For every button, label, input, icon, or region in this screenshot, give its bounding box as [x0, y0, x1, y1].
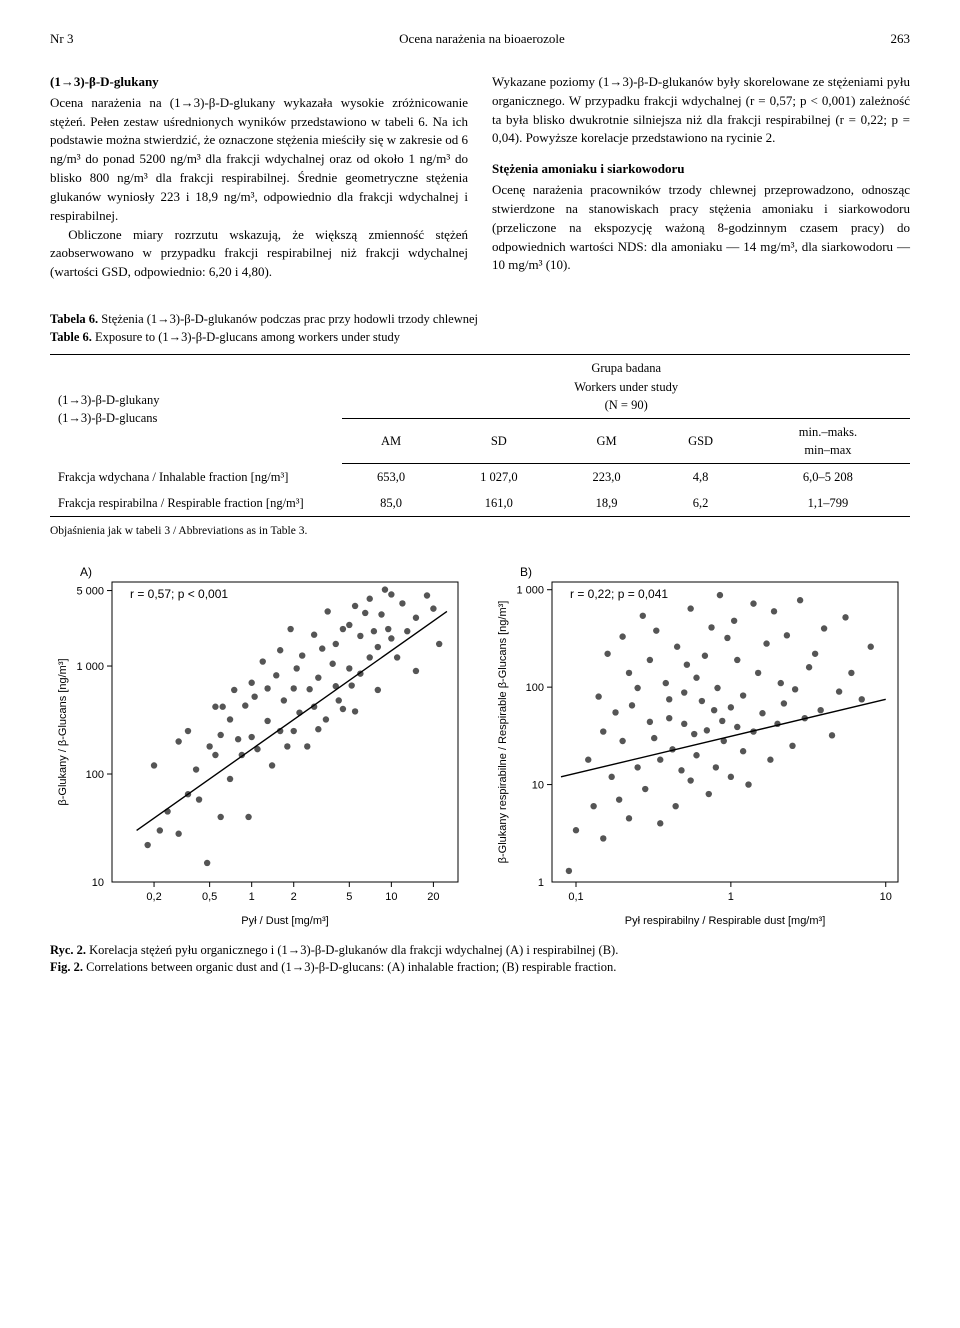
- scatter-chart-b: B) r = 0,22; p = 0,041 0,1 1 10 10 100 1 000 1 Py…: [490, 560, 910, 930]
- table-row: Frakcja respirabilna / Respirable fracti…: [50, 490, 910, 517]
- row-label: Frakcja wdychana / Inhalable fraction [n…: [50, 464, 342, 491]
- table-rowhead-1: (1→3)-β-D-glukany: [58, 393, 159, 407]
- svg-text:10: 10: [880, 891, 892, 903]
- cell: 6,0–5 208: [746, 464, 910, 491]
- right-p1: Wykazane poziomy (1→3)-β-D-glukanów były…: [492, 73, 910, 148]
- fig-caption-pl: Korelacja stężeń pyłu organicznego i (1→…: [89, 943, 618, 957]
- table-group-header: Grupa badana Workers under study (N = 90…: [342, 355, 910, 418]
- svg-text:r = 0,57; p < 0,001: r = 0,57; p < 0,001: [130, 587, 228, 601]
- col-sd: SD: [440, 418, 558, 463]
- table-caption-pl-bold: Tabela 6.: [50, 312, 98, 326]
- svg-text:0,2: 0,2: [146, 891, 161, 903]
- svg-text:100: 100: [526, 682, 544, 694]
- svg-text:5: 5: [346, 891, 352, 903]
- fig-caption-en: Correlations between organic dust and (1…: [83, 960, 616, 974]
- svg-text:0,5: 0,5: [202, 891, 217, 903]
- header-center: Ocena narażenia na bioaerozole: [399, 30, 565, 49]
- col-gsd: GSD: [655, 418, 746, 463]
- chart-a: A) r = 0,57; p < 0,001 0,2 0,5 1 2 5 10 20 100 1 0…: [50, 560, 470, 930]
- fig-caption-en-bold: Fig. 2.: [50, 960, 83, 974]
- svg-text:1: 1: [728, 891, 734, 903]
- charts-row: A) r = 0,57; p < 0,001 0,2 0,5 1 2 5 10 20 100 1 0…: [50, 560, 910, 930]
- svg-text:10: 10: [532, 779, 544, 791]
- cell: 6,2: [655, 490, 746, 517]
- col-gm: GM: [558, 418, 655, 463]
- table-caption-en: Exposure to (1→3)-β-D-glucans among work…: [92, 330, 400, 344]
- cell: 223,0: [558, 464, 655, 491]
- cell: 161,0: [440, 490, 558, 517]
- svg-text:1 000: 1 000: [76, 661, 104, 673]
- svg-text:Pył / Dust [mg/m³]: Pył / Dust [mg/m³]: [241, 915, 328, 927]
- svg-text:r = 0,22; p = 0,041: r = 0,22; p = 0,041: [570, 587, 668, 601]
- table-group-1: Grupa badana: [591, 361, 661, 375]
- svg-text:β-Glukany / β-Glucans [ng/m³]: β-Glukany / β-Glucans [ng/m³]: [57, 658, 69, 805]
- cell: 653,0: [342, 464, 439, 491]
- svg-text:1 000: 1 000: [516, 585, 544, 597]
- header-right: 263: [891, 30, 911, 49]
- cell: 1,1–799: [746, 490, 910, 517]
- svg-text:β-Glukany respirabilne / Respi: β-Glukany respirabilne / Respirable β-Gl…: [497, 601, 509, 864]
- right-heading: Stężenia amoniaku i siarkowodoru: [492, 160, 910, 179]
- table-caption: Tabela 6. Stężenia (1→3)-β-D-glukanów po…: [50, 310, 910, 346]
- svg-text:2: 2: [291, 891, 297, 903]
- table-rowhead-2: (1→3)-β-D-glucans: [58, 411, 157, 425]
- right-p2: Ocenę narażenia pracowników trzody chlew…: [492, 181, 910, 275]
- cell: 18,9: [558, 490, 655, 517]
- table-caption-pl: Stężenia (1→3)-β-D-glukanów podczas prac…: [98, 312, 478, 326]
- svg-text:5 000: 5 000: [76, 585, 104, 597]
- left-column: (1→3)-β-D-glukany Ocena narażenia na (1→…: [50, 73, 468, 282]
- left-heading: (1→3)-β-D-glukany: [50, 73, 468, 92]
- cell: 85,0: [342, 490, 439, 517]
- left-p1: Ocena narażenia na (1→3)-β-D-glukany wyk…: [50, 94, 468, 226]
- col-minmax-2: min–max: [804, 443, 851, 457]
- svg-text:B): B): [520, 565, 532, 579]
- svg-text:A): A): [80, 565, 92, 579]
- body-columns: (1→3)-β-D-glukany Ocena narażenia na (1→…: [50, 73, 910, 282]
- cell: 4,8: [655, 464, 746, 491]
- figure-caption: Ryc. 2. Korelacja stężeń pyłu organiczne…: [50, 942, 910, 976]
- svg-text:Pył respirabilny / Respirable: Pył respirabilny / Respirable dust [mg/m…: [625, 915, 826, 927]
- svg-text:20: 20: [427, 891, 439, 903]
- cell: 1 027,0: [440, 464, 558, 491]
- svg-text:1: 1: [249, 891, 255, 903]
- scatter-chart-a: A) r = 0,57; p < 0,001 0,2 0,5 1 2 5 10 20 100 1 0…: [50, 560, 470, 930]
- running-header: Nr 3 Ocena narażenia na bioaerozole 263: [50, 30, 910, 49]
- header-left: Nr 3: [50, 30, 73, 49]
- row-label: Frakcja respirabilna / Respirable fracti…: [50, 490, 342, 517]
- right-column: Wykazane poziomy (1→3)-β-D-glukanów były…: [492, 73, 910, 282]
- svg-text:1: 1: [538, 877, 544, 889]
- table-caption-en-bold: Table 6.: [50, 330, 92, 344]
- col-minmax: min.–maks. min–max: [746, 418, 910, 463]
- svg-text:10: 10: [385, 891, 397, 903]
- left-p2: Obliczone miary rozrzutu wskazują, że wi…: [50, 226, 468, 283]
- svg-text:100: 100: [86, 769, 104, 781]
- col-minmax-1: min.–maks.: [799, 425, 857, 439]
- table-rowhead: (1→3)-β-D-glukany (1→3)-β-D-glucans: [50, 355, 342, 464]
- chart-b: B) r = 0,22; p = 0,041 0,1 1 10 10 100 1 000 1 Py…: [490, 560, 910, 930]
- svg-text:10: 10: [92, 877, 104, 889]
- table-group-3: (N = 90): [605, 398, 648, 412]
- glucans-table: (1→3)-β-D-glukany (1→3)-β-D-glucans Grup…: [50, 354, 910, 517]
- fig-caption-pl-bold: Ryc. 2.: [50, 943, 86, 957]
- table-row: Frakcja wdychana / Inhalable fraction [n…: [50, 464, 910, 491]
- table-footnote: Objaśnienia jak w tabeli 3 / Abbreviatio…: [50, 523, 910, 540]
- col-am: AM: [342, 418, 439, 463]
- table-group-2: Workers under study: [574, 380, 678, 394]
- svg-text:0,1: 0,1: [568, 891, 583, 903]
